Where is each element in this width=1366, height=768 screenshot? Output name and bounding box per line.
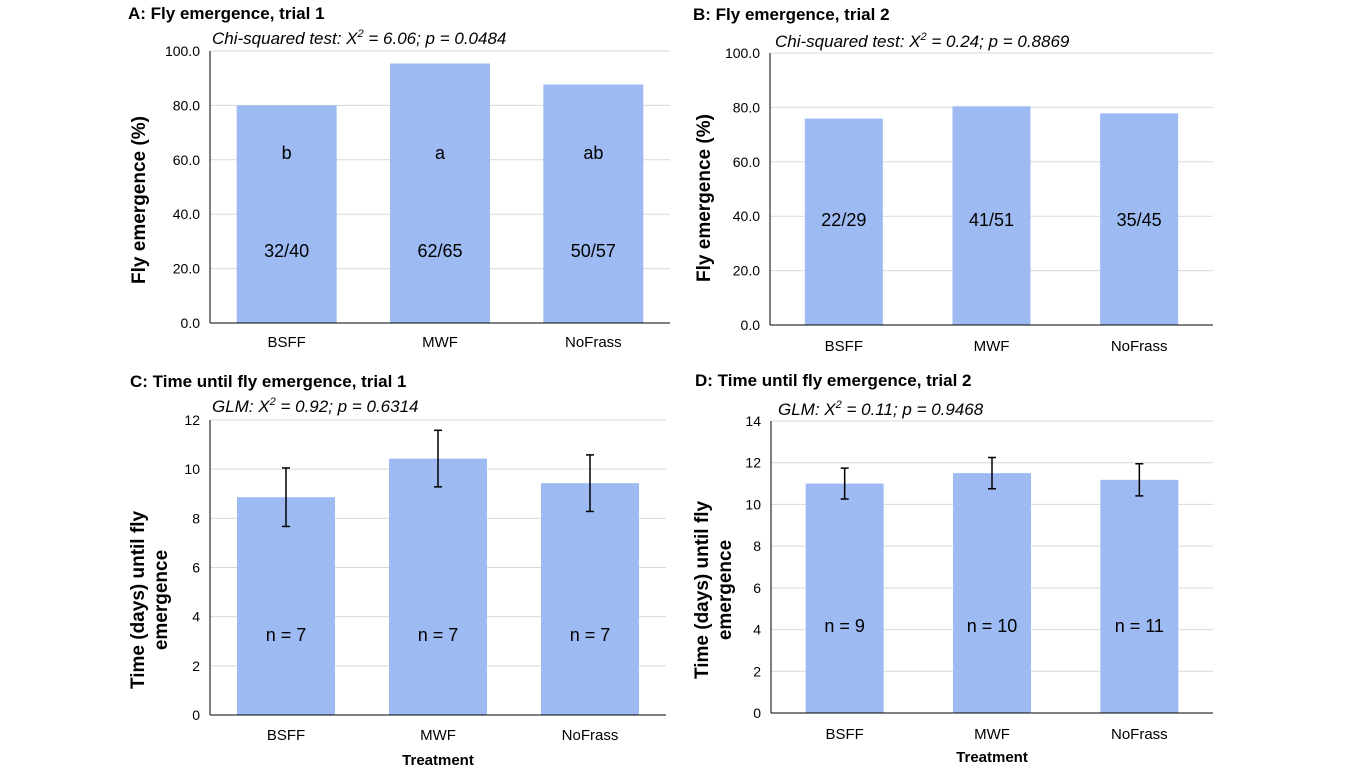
panel-title: B: Fly emergence, trial 2 (693, 5, 890, 24)
bar-mwf (389, 458, 487, 715)
count-label: n = 9 (824, 616, 865, 636)
y-tick-label: 10 (184, 461, 200, 477)
y-tick-label: 10 (745, 496, 761, 512)
x-tick-label: BSFF (267, 334, 305, 351)
y-tick-label: 20.0 (173, 261, 200, 277)
y-tick-label: 0 (192, 707, 200, 723)
x-tick-label: MWF (422, 334, 458, 351)
bar-nofrass (541, 483, 639, 715)
y-tick-label: 80.0 (173, 97, 200, 113)
chart-panel-b: B: Fly emergence, trial 2 Chi-squared tes… (693, 5, 1213, 355)
count-label: n = 7 (266, 625, 307, 645)
x-tick-label: MWF (420, 727, 456, 744)
x-tick-label: MWF (974, 338, 1010, 355)
y-tick-label: 40.0 (733, 208, 760, 224)
bar-bsff (236, 105, 337, 324)
significance-letter: ab (583, 143, 603, 163)
x-tick-label: NoFrass (562, 727, 619, 744)
y-tick-label: 4 (192, 609, 200, 625)
y-tick-label: 2 (753, 663, 761, 679)
bar-nofrass (1100, 113, 1179, 325)
stat-test-label: GLM: X2 = 0.11; p = 0.9468 (778, 399, 984, 419)
y-tick-label: 100.0 (725, 45, 760, 61)
chart-panel-c: C: Time until fly emergence, trial 1 GLM:… (128, 372, 666, 768)
y-tick-label: 80.0 (733, 99, 760, 115)
y-tick-label: 12 (745, 455, 761, 471)
y-tick-label: 8 (753, 538, 761, 554)
significance-letter: a (435, 143, 446, 163)
bar-bsff (804, 118, 883, 325)
x-tick-label: NoFrass (1111, 338, 1168, 355)
count-label: n = 11 (1115, 616, 1164, 636)
bar-nofrass (1100, 479, 1179, 713)
stat-test-label: Chi-squared test: X2 = 0.24; p = 0.8869 (775, 31, 1070, 51)
count-label: n = 7 (418, 625, 459, 645)
y-tick-label: 14 (745, 413, 761, 429)
count-label: n = 10 (967, 616, 1018, 636)
x-tick-label: NoFrass (1111, 726, 1168, 743)
count-label: 35/45 (1117, 210, 1162, 230)
chart-panel-a: A: Fly emergence, trial 1 Chi-squared tes… (128, 4, 670, 351)
y-tick-label: 60.0 (733, 154, 760, 170)
bar-bsff (237, 497, 335, 715)
bar-mwf (953, 473, 1031, 713)
bar-nofrass (543, 84, 644, 324)
y-tick-label: 100.0 (165, 43, 200, 59)
y-tick-label: 2 (192, 658, 200, 674)
stat-test-label: GLM: X2 = 0.92; p = 0.6314 (212, 396, 418, 416)
bar-mwf (390, 63, 490, 324)
count-label: 50/57 (571, 241, 616, 261)
x-tick-label: BSFF (825, 338, 863, 355)
count-label: 32/40 (264, 241, 309, 261)
y-tick-label: 6 (192, 560, 200, 576)
panel-title: D: Time until fly emergence, trial 2 (695, 371, 972, 390)
x-tick-label: BSFF (267, 727, 305, 744)
significance-letter: b (282, 143, 292, 163)
chart-panel-d: D: Time until fly emergence, trial 2 GLM:… (692, 371, 1213, 766)
y-axis-label: Fly emergence (%) (129, 116, 150, 284)
y-tick-label: 0.0 (741, 317, 761, 333)
count-label: 41/51 (969, 210, 1014, 230)
x-tick-label: BSFF (825, 726, 863, 743)
y-tick-label: 0.0 (181, 315, 201, 331)
panel-title: C: Time until fly emergence, trial 1 (130, 372, 407, 391)
panel-title: A: Fly emergence, trial 1 (128, 4, 325, 23)
x-tick-label: NoFrass (565, 334, 622, 351)
y-tick-label: 40.0 (173, 206, 200, 222)
bar-mwf (952, 106, 1031, 325)
y-tick-label: 60.0 (173, 152, 200, 168)
x-axis-label: Treatment (402, 752, 474, 768)
y-tick-label: 8 (192, 510, 200, 526)
y-tick-label: 20.0 (733, 263, 760, 279)
y-axis-label: Time (days) until fly emergence (128, 511, 172, 690)
stat-test-label: Chi-squared test: X2 = 6.06; p = 0.0484 (212, 28, 506, 48)
y-tick-label: 6 (753, 580, 761, 596)
y-tick-label: 4 (753, 622, 761, 638)
count-label: 22/29 (821, 210, 866, 230)
count-label: n = 7 (570, 625, 611, 645)
x-tick-label: MWF (974, 726, 1010, 743)
bar-bsff (805, 483, 884, 713)
y-tick-label: 12 (184, 412, 200, 428)
y-axis-label: Fly emergence (%) (694, 114, 715, 282)
y-axis-label: Time (days) until fly emergence (692, 501, 736, 680)
count-label: 62/65 (417, 241, 462, 261)
y-tick-label: 0 (753, 705, 761, 721)
x-axis-label: Treatment (956, 749, 1028, 766)
